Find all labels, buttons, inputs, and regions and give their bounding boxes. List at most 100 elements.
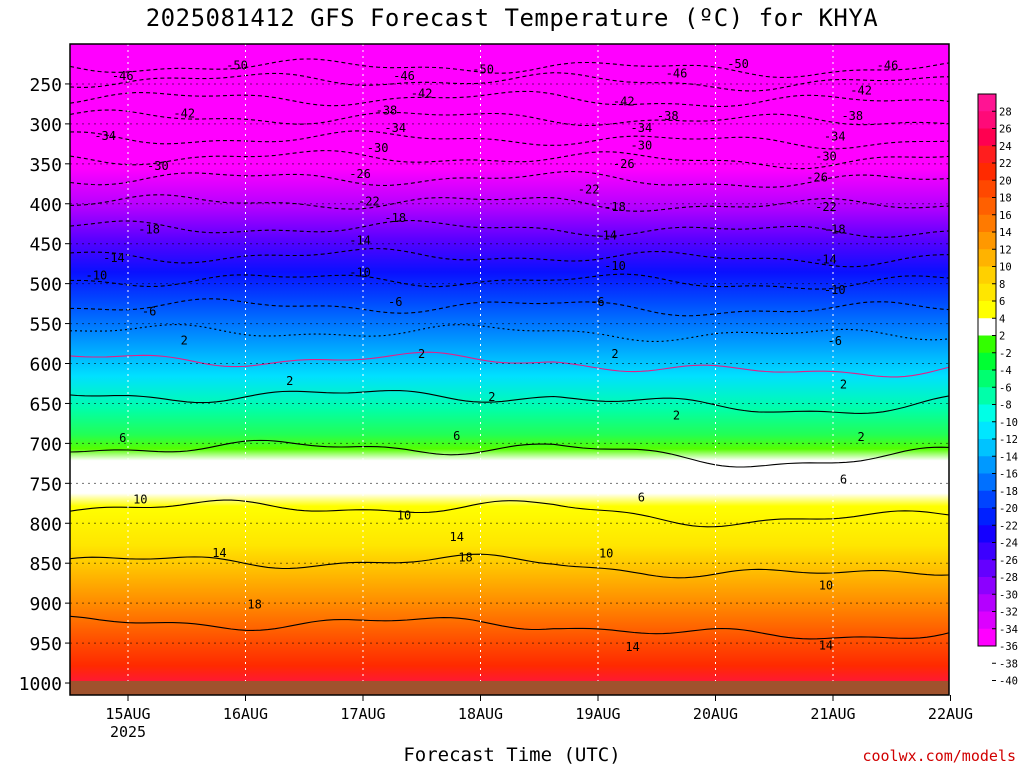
colorbar-swatch <box>978 249 996 267</box>
grid-lines <box>70 44 949 695</box>
isotherm-line <box>70 109 949 127</box>
colorbar-swatch <box>978 145 996 164</box>
contour-label: -6 <box>388 295 402 309</box>
contour-label: 2 <box>181 333 188 347</box>
contour-label: -34 <box>384 121 406 135</box>
plot-frame <box>69 43 950 696</box>
contour-label: 2 <box>418 347 425 361</box>
contour-label: -46 <box>393 69 415 83</box>
contour-label: -30 <box>147 159 169 173</box>
contour-label: -38 <box>376 103 398 117</box>
contour-label: -22 <box>815 200 837 214</box>
colorbar-label: 8 <box>999 279 1005 291</box>
y-tick-label: 900 <box>29 594 62 615</box>
contour-label: -22 <box>358 194 380 208</box>
x-tick-label: 17AUG <box>340 705 385 723</box>
colorbar: 28 26 24 22 20 18 16 14 12 10 8 6 4 2 -2 -4 -6 -8 -10 -12 -1… <box>977 93 1018 688</box>
temperature-field <box>70 44 949 695</box>
isotherm-line <box>70 90 949 108</box>
contour-label: -14 <box>103 251 125 265</box>
colorbar-label: 20 <box>999 175 1012 187</box>
contour-label: -18 <box>824 222 846 236</box>
isotherm-line <box>70 171 949 188</box>
watermark: coolwx.com/models <box>862 747 1016 765</box>
contour-label: -18 <box>138 222 160 236</box>
x-tick-label: 22AUG <box>928 705 973 723</box>
y-tick-label: 600 <box>29 355 62 376</box>
contour-label: -10 <box>824 283 846 297</box>
x-tick-label: 16AUG <box>223 705 268 723</box>
isotherm-line <box>70 273 949 290</box>
x-axis-title: Forecast Time (UTC) <box>403 744 621 766</box>
isotherm-line <box>70 324 949 343</box>
colorbar-swatch <box>978 163 996 181</box>
colorbar-swatch <box>978 473 996 492</box>
contour-label: -14 <box>815 253 837 267</box>
contour-label: 14 <box>450 530 464 544</box>
colorbar-swatch <box>978 111 996 129</box>
y-tick-label: 550 <box>29 315 62 336</box>
contour-label: -46 <box>112 69 134 83</box>
colorbar-label: -32 <box>999 607 1018 619</box>
colorbar-label: 22 <box>999 158 1012 170</box>
contour-label: -42 <box>850 83 872 97</box>
colorbar-label: 24 <box>999 141 1012 153</box>
isotherm-line <box>70 220 949 238</box>
x-tick-label: 19AUG <box>575 705 620 723</box>
y-tick-label: 650 <box>29 394 62 415</box>
isotherm-line <box>70 130 949 150</box>
contour-label: -46 <box>666 67 688 81</box>
isotherm-line <box>70 553 949 579</box>
colorbar-label: 26 <box>999 124 1012 136</box>
contour-label: -26 <box>806 170 828 184</box>
contour-label: -30 <box>367 141 389 155</box>
colorbar-swatch <box>978 197 996 216</box>
isotherm-line <box>70 615 949 640</box>
contour-label: -10 <box>604 259 626 273</box>
colorbar-label: 10 <box>999 262 1012 274</box>
x-tick-label: 15AUG <box>105 705 150 723</box>
contour-label: 14 <box>212 546 226 560</box>
colorbar-label: -10 <box>999 417 1018 429</box>
colorbar-label: -6 <box>999 382 1012 394</box>
colorbar-label: -2 <box>999 348 1012 360</box>
colorbar-swatch <box>978 421 996 440</box>
isotherm-line <box>70 389 949 414</box>
contour-label: -6 <box>828 334 842 348</box>
contour-label: -30 <box>815 150 837 164</box>
y-tick-label: 500 <box>29 275 62 296</box>
colorbar-label: -40 <box>999 676 1018 688</box>
colorbar-swatch <box>978 352 996 371</box>
contour-label: -22 <box>578 182 600 196</box>
contour-label: 6 <box>119 431 126 445</box>
x-axis: 15AUG 16AUG 17AUG 18AUG 19AUG 20AUG 21AUG 22AUG… <box>105 695 973 741</box>
colorbar-label: -38 <box>999 658 1018 670</box>
colorbar-swatch <box>978 335 996 354</box>
colorbar-swatch <box>978 439 996 457</box>
x-tick-label: 18AUG <box>458 705 503 723</box>
isotherm-line <box>70 58 949 78</box>
colorbar-label: -34 <box>999 624 1018 636</box>
colorbar-swatch <box>978 404 996 423</box>
y-tick-label: 350 <box>29 155 62 176</box>
colorbar-swatch <box>978 214 996 233</box>
y-tick-label: 400 <box>29 195 62 216</box>
y-tick-label: 850 <box>29 554 62 575</box>
contour-label: -30 <box>631 138 653 152</box>
colorbar-label: 18 <box>999 193 1012 205</box>
y-tick-label: 750 <box>29 474 62 495</box>
contour-label: -50 <box>226 59 248 73</box>
contour-label: 18 <box>458 551 472 565</box>
y-axis: 250 300 350 400 450 500 550 600 650 700 750 800 850 9… <box>19 75 70 695</box>
colorbar-swatch <box>978 559 996 578</box>
colorbar-label: 12 <box>999 244 1012 256</box>
contour-label: 2 <box>488 390 495 404</box>
colorbar-label: 28 <box>999 106 1012 118</box>
contour-label: -18 <box>604 200 626 214</box>
colorbar-label: -22 <box>999 520 1018 532</box>
contour-label: 6 <box>638 491 645 505</box>
colorbar-label: 6 <box>999 296 1005 308</box>
colorbar-swatch <box>978 94 996 112</box>
isotherm-line <box>70 298 949 317</box>
isotherm-line <box>70 439 949 468</box>
